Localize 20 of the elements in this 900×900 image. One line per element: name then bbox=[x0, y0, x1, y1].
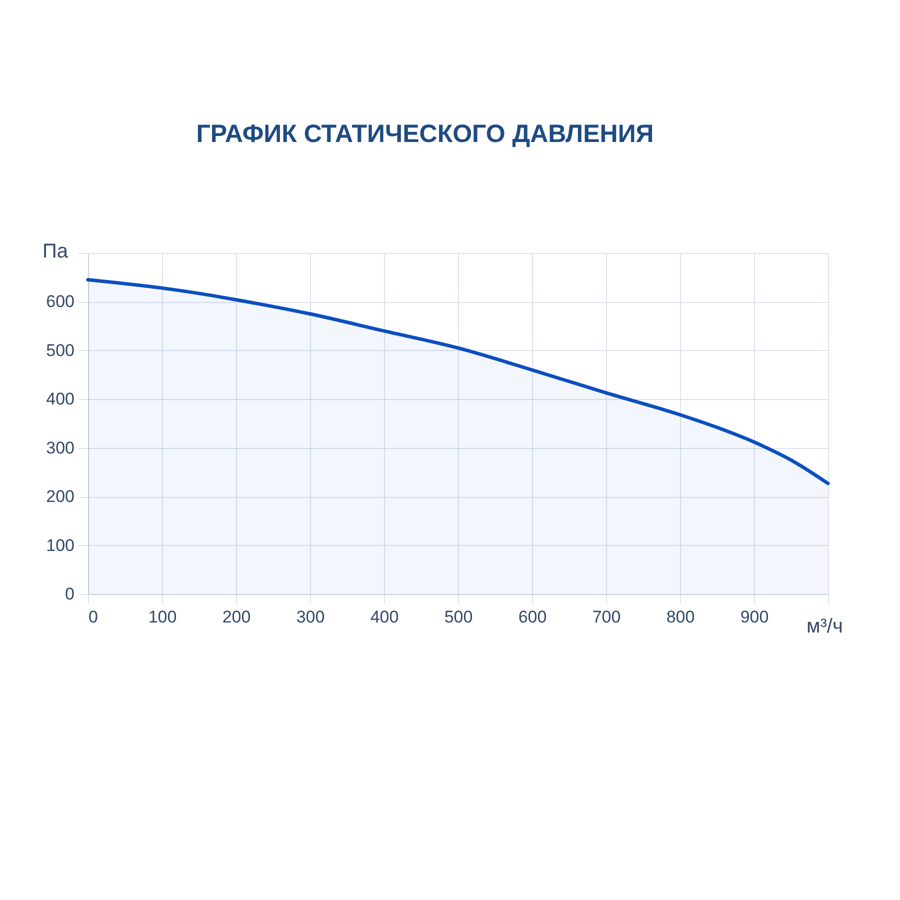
x-axis-title: м³/ч bbox=[806, 616, 843, 638]
y-tick-label: 300 bbox=[46, 438, 74, 458]
y-tick-label: 500 bbox=[46, 340, 74, 360]
y-tick-label: 0 bbox=[65, 584, 74, 604]
x-tick-label: 200 bbox=[222, 608, 251, 626]
x-tick-label: 600 bbox=[518, 608, 547, 626]
y-tick-label: 600 bbox=[46, 292, 74, 312]
x-tick-label: 500 bbox=[444, 608, 473, 626]
y-axis-title: Па bbox=[42, 240, 69, 262]
x-tick-label: 0 bbox=[88, 608, 98, 626]
x-tick-label: 100 bbox=[148, 608, 177, 626]
x-tick-label: 800 bbox=[666, 608, 695, 626]
x-tick-label: 900 bbox=[740, 608, 769, 626]
y-tick-label: 200 bbox=[46, 487, 74, 506]
y-tick-label: 100 bbox=[46, 536, 74, 555]
x-tick-label: 400 bbox=[370, 608, 399, 626]
x-tick-label: 300 bbox=[296, 608, 325, 626]
x-tick-label: 700 bbox=[592, 608, 621, 626]
y-tick-label: 400 bbox=[46, 390, 74, 409]
chart-title: ГРАФИК СТАТИЧЕСКОГО ДАВЛЕНИЯ bbox=[196, 120, 654, 148]
